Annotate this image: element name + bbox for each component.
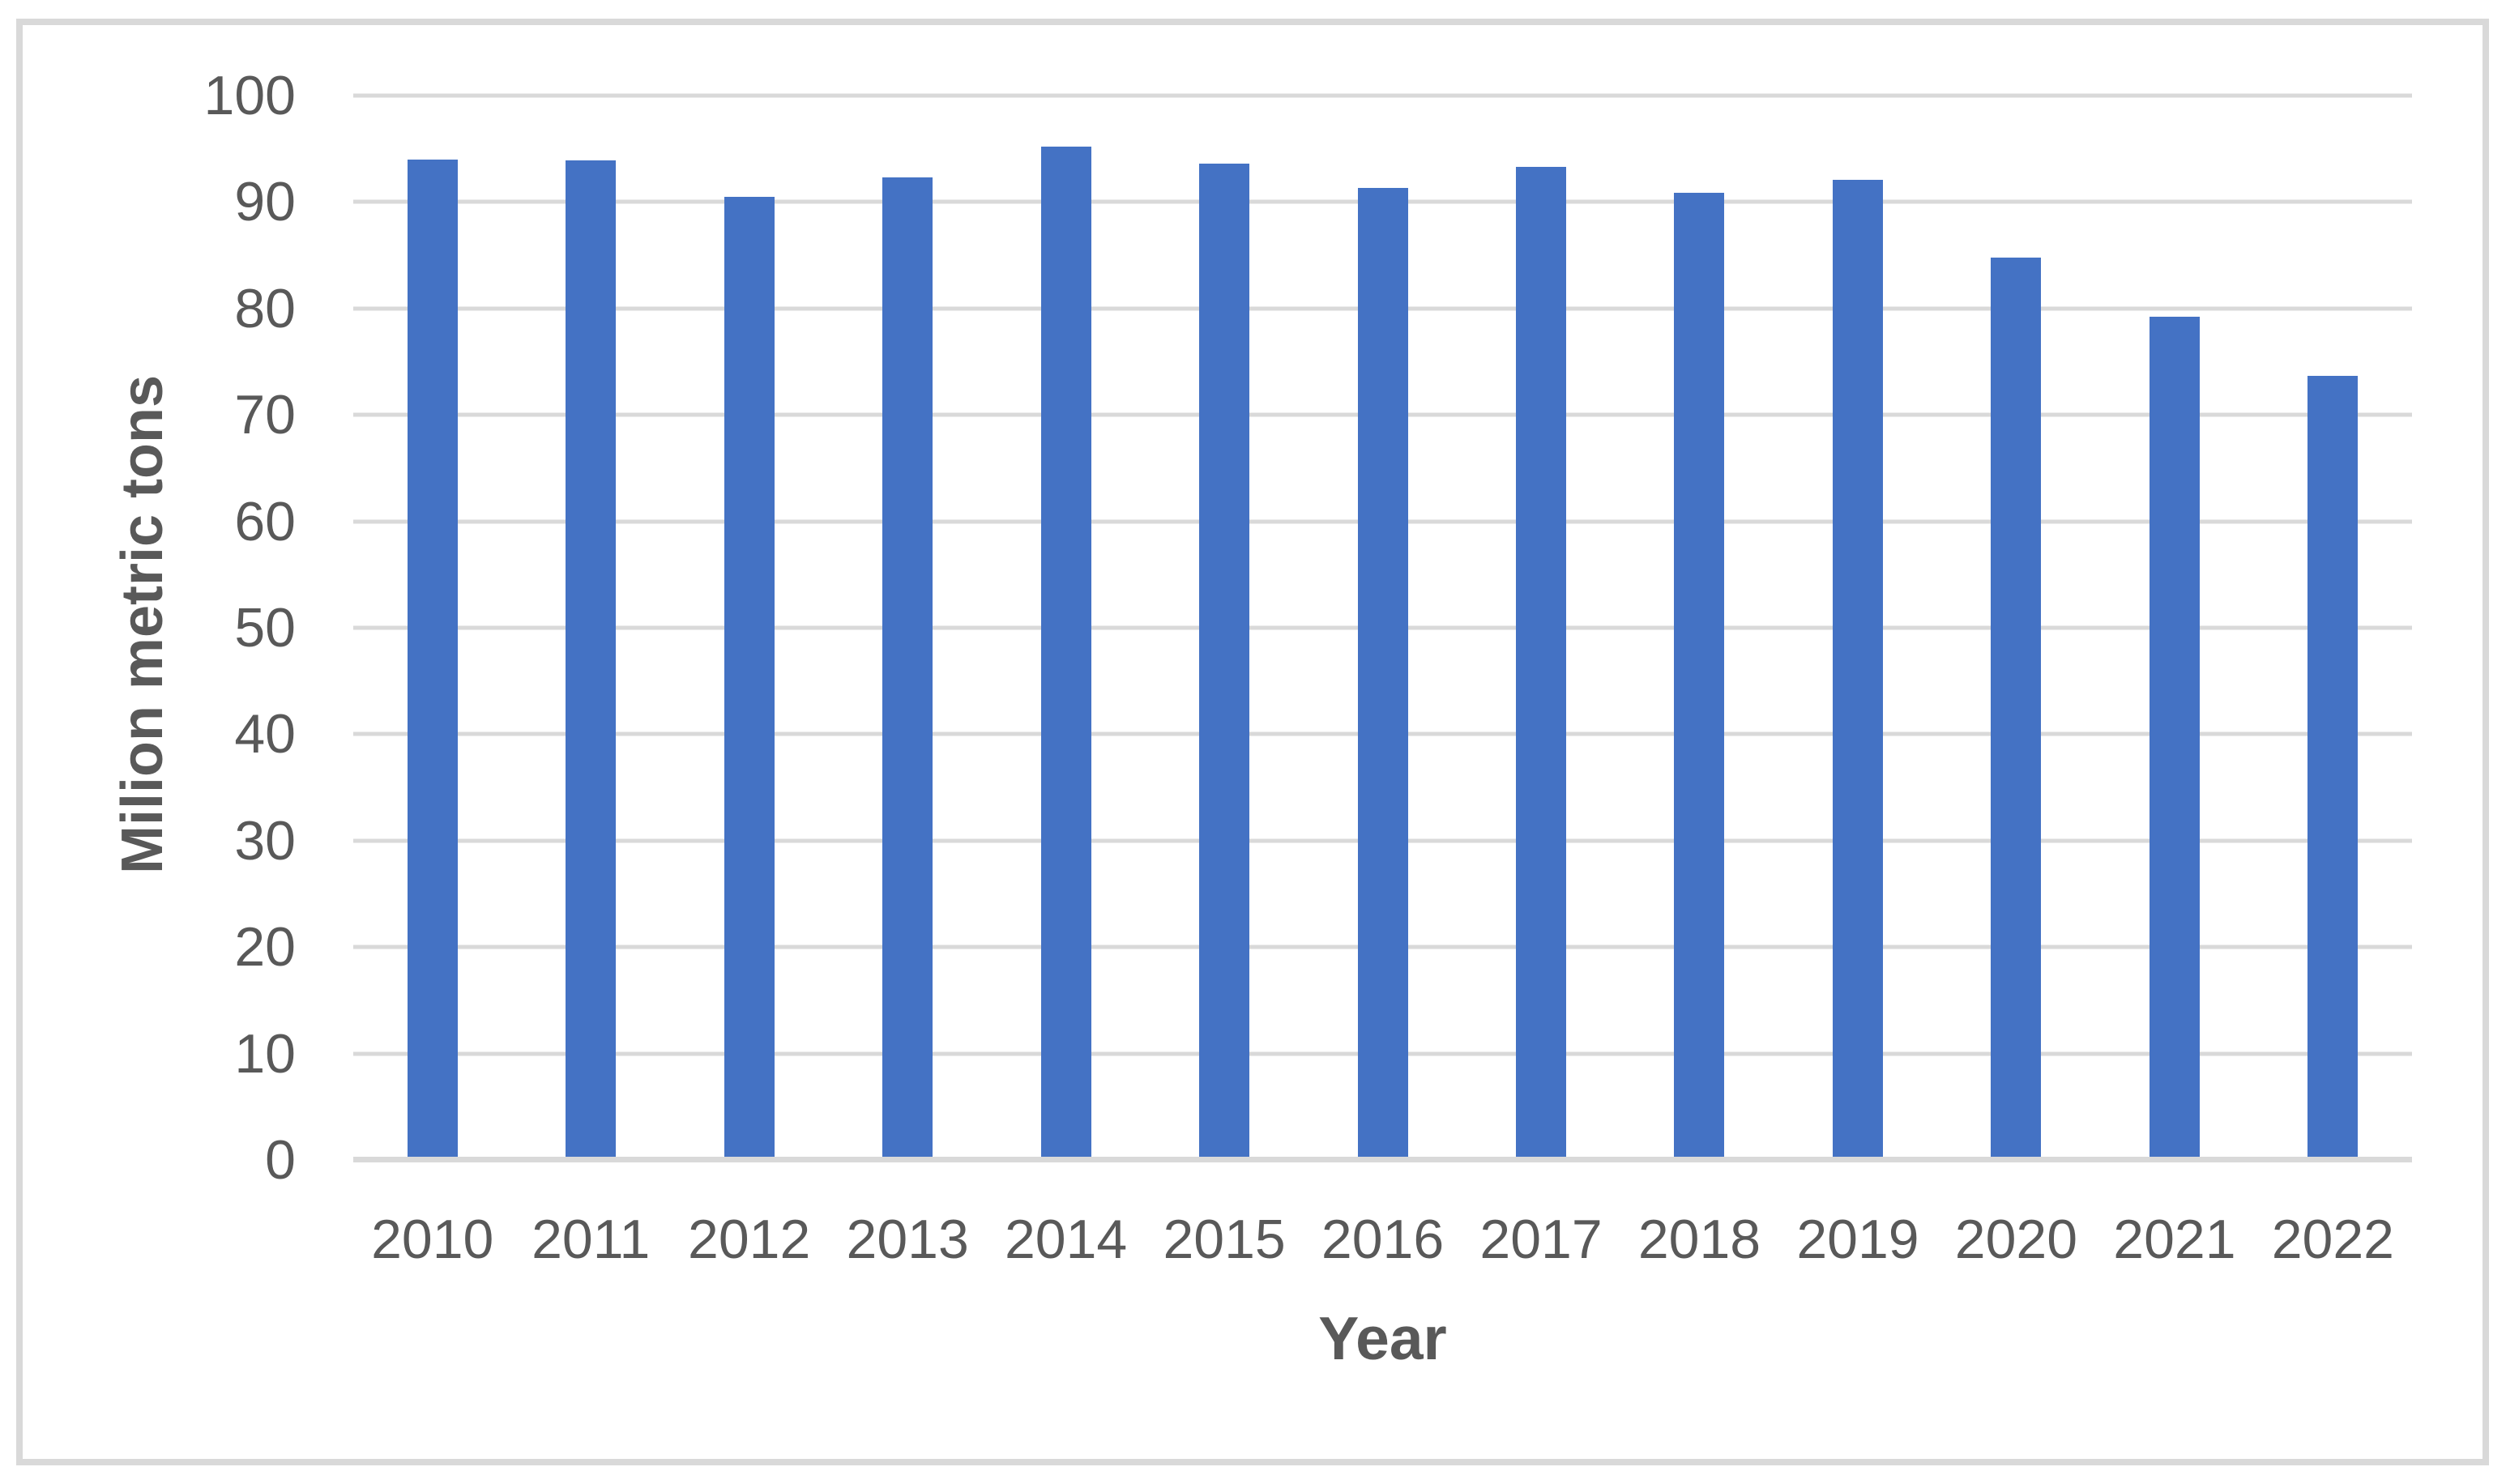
- bar-2013: [882, 177, 933, 1160]
- x-tick-label-2017: 2017: [1479, 1209, 1603, 1270]
- bar-slot-2016: [1304, 96, 1462, 1160]
- x-tick-label-2013: 2013: [846, 1209, 969, 1270]
- bar-2016: [1357, 188, 1408, 1160]
- bar-2022: [2307, 375, 2359, 1160]
- bar-2010: [407, 159, 458, 1160]
- bar-slot-2022: [2254, 96, 2412, 1160]
- plot-area: [353, 93, 2412, 1162]
- y-tick-label-40: 40: [234, 703, 296, 765]
- x-tick-label-2015: 2015: [1163, 1209, 1286, 1270]
- bar-2015: [1199, 164, 1250, 1160]
- x-tick-label-2020: 2020: [1954, 1209, 2078, 1270]
- bar-slot-2014: [987, 96, 1145, 1160]
- bar-slot-2021: [2095, 96, 2253, 1160]
- x-tick-label-2021: 2021: [2113, 1209, 2236, 1270]
- y-tick-label-20: 20: [234, 916, 296, 979]
- y-axis-title: Milion metric tons: [110, 374, 175, 875]
- y-tick-label-70: 70: [234, 384, 296, 446]
- bar-2011: [566, 160, 617, 1160]
- y-tick-label-30: 30: [234, 809, 296, 872]
- y-tick-label-50: 50: [234, 597, 296, 659]
- bar-slot-2012: [670, 96, 828, 1160]
- bar-slot-2019: [1778, 96, 1936, 1160]
- bar-slot-2013: [828, 96, 986, 1160]
- bar-slot-2020: [1937, 96, 2095, 1160]
- x-axis-line: [353, 1157, 2412, 1162]
- bar-2019: [1832, 179, 1883, 1160]
- chart-outer-border: [16, 19, 2489, 1465]
- x-tick-label-2012: 2012: [688, 1209, 811, 1270]
- y-tick-label-90: 90: [234, 171, 296, 233]
- bar-2018: [1674, 192, 1725, 1160]
- y-tick-label-80: 80: [234, 277, 296, 339]
- bar-2021: [2149, 317, 2200, 1160]
- gridline-100: [353, 93, 2412, 98]
- x-tick-label-2018: 2018: [1637, 1209, 1761, 1270]
- bar-series: [353, 96, 2412, 1160]
- y-tick-label-100: 100: [203, 65, 296, 126]
- x-tick-labels: 2010 2011 2012 2013 2014 2015 2016 2017 2018 2019…: [353, 1212, 2412, 1267]
- x-tick-label-2019: 2019: [1796, 1209, 1919, 1270]
- y-tick-label-60: 60: [234, 490, 296, 552]
- y-tick-label-10: 10: [234, 1022, 296, 1085]
- bar-2017: [1516, 167, 1567, 1160]
- bar-slot-2015: [1145, 96, 1303, 1160]
- bar-slot-2017: [1462, 96, 1620, 1160]
- bar-slot-2010: [353, 96, 511, 1160]
- bar-2012: [724, 196, 775, 1160]
- y-tick-label-0: 0: [265, 1129, 296, 1191]
- x-axis-title: Year: [1318, 1304, 1447, 1372]
- x-tick-label-2010: 2010: [371, 1209, 494, 1270]
- x-tick-label-2022: 2022: [2271, 1209, 2394, 1270]
- x-tick-label-2011: 2011: [532, 1209, 651, 1270]
- x-tick-label-2014: 2014: [1004, 1209, 1128, 1270]
- bar-slot-2018: [1620, 96, 1778, 1160]
- bar-2020: [1991, 257, 2042, 1160]
- bar-slot-2011: [511, 96, 669, 1160]
- bar-2014: [1040, 147, 1091, 1160]
- x-tick-label-2016: 2016: [1321, 1209, 1445, 1270]
